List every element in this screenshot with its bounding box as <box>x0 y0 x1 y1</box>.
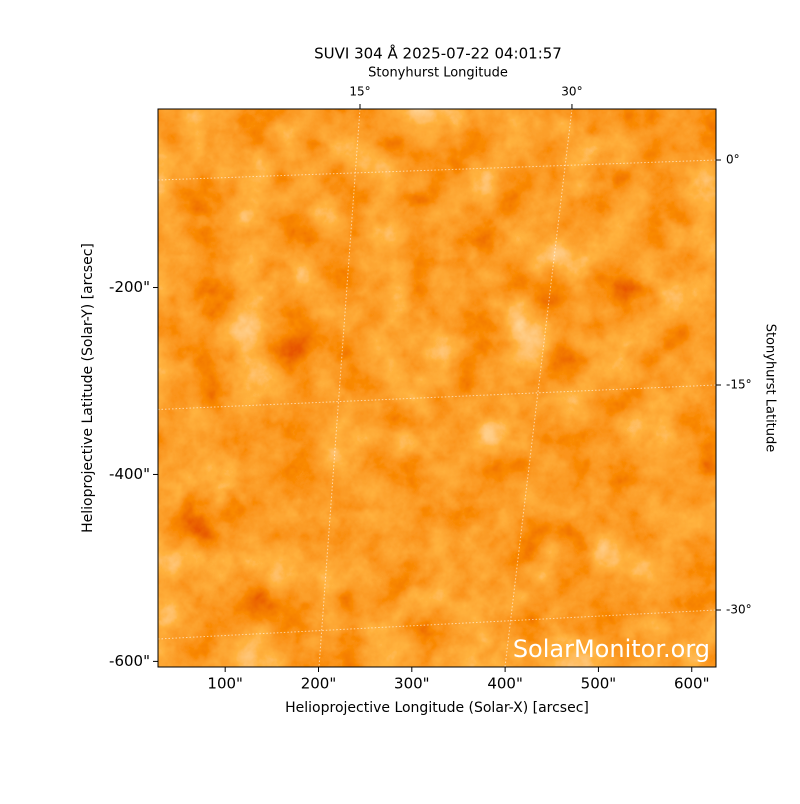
x-tick-label: 500" <box>581 675 617 693</box>
x-axis-label: Helioprojective Longitude (Solar-X) [arc… <box>285 700 589 716</box>
x-tick-label: 100" <box>207 675 243 693</box>
top-axis-label: Stonyhurst Longitude <box>368 66 508 81</box>
right-tick-label: -30° <box>726 603 752 617</box>
solar-image <box>158 109 716 667</box>
x-tick-label: 200" <box>301 675 337 693</box>
frame <box>157 108 717 668</box>
y-tick-label: -200" <box>109 278 150 296</box>
x-tick-label: 600" <box>674 675 710 693</box>
y-tick-label: -600" <box>109 652 150 670</box>
top-tick-label: 30° <box>561 85 582 99</box>
y-tick-label: -400" <box>109 465 150 483</box>
right-tick-label: 0° <box>726 153 740 167</box>
watermark: SolarMonitor.org <box>513 635 710 663</box>
longitude-line <box>504 109 573 667</box>
y-axis-label: Helioprojective Latitude (Solar-Y) [arcs… <box>80 243 96 533</box>
latitude-line <box>158 609 716 640</box>
top-tick-label: 15° <box>349 85 370 99</box>
longitude-line <box>318 109 361 667</box>
right-tick-label: -15° <box>726 378 752 392</box>
coordinate-grid <box>158 109 716 667</box>
x-tick-label: 400" <box>487 675 523 693</box>
title: SUVI 304 Å 2025-07-22 04:01:57 <box>314 44 562 63</box>
x-tick-label: 300" <box>394 675 430 693</box>
right-axis-label: Stonyhurst Latitude <box>763 324 778 453</box>
